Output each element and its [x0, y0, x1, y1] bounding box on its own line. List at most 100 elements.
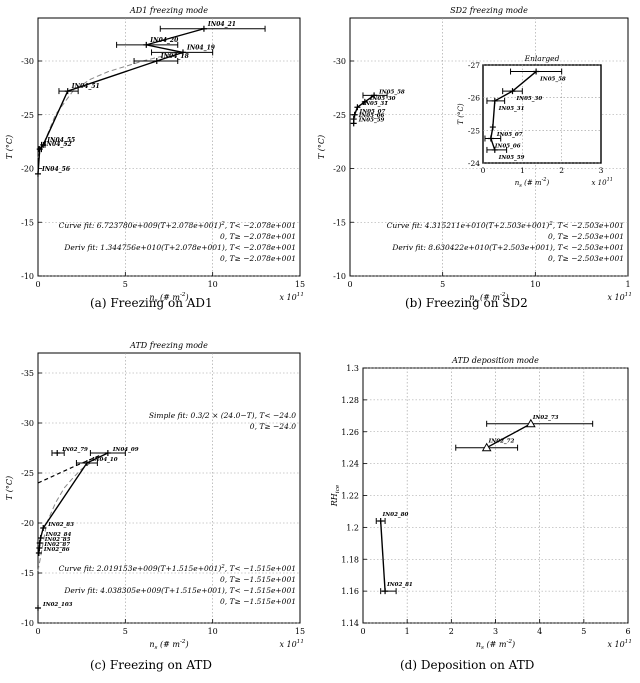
data-label: IN05_58 — [378, 89, 405, 95]
data-point — [179, 49, 186, 56]
x-tick-label: 0 — [35, 627, 40, 636]
fit-annotation: 0, T≥ −24.0 — [250, 422, 296, 431]
y-tick-label: -15 — [21, 218, 34, 227]
x-tick-label: 0 — [35, 280, 40, 289]
y-axis-label: T (°C) — [5, 476, 14, 500]
x-tick-label: 10 — [208, 627, 218, 636]
inset-title: Enlarged — [524, 54, 560, 63]
x-scale-label: x 1011 — [279, 292, 304, 302]
x-axis-label: ns (# m-2) — [149, 292, 188, 304]
y-tick-label: -15 — [21, 569, 34, 578]
y-tick-label: -20 — [333, 165, 346, 174]
fit-annotation: 0, T≥ −2.078e+001 — [220, 232, 296, 241]
chart-title: AD1 freezing mode — [129, 6, 208, 15]
data-point — [371, 92, 378, 99]
y-tick-label: -20 — [21, 165, 34, 174]
data-label: IN02_87 — [43, 542, 70, 548]
x-axis-label: ns (# m-2) — [149, 639, 188, 651]
data-point — [35, 605, 41, 611]
chart-panel-a: 0 5 10 15 -10 -15 -20 -25 -30 AD1 freezing mode ns… — [5, 6, 305, 304]
data-point — [40, 525, 47, 531]
x-tick-label: 2 — [449, 627, 454, 636]
chart-title: ATD freezing mode — [129, 341, 208, 350]
caption-c: (c) Freezing on ATD — [90, 658, 212, 672]
inset-data-point — [491, 97, 498, 104]
y-tick-label: -30 — [21, 57, 34, 66]
x-tick-label: 5 — [581, 627, 586, 636]
fit-annotation: 0, T≥ −1.515e+001 — [220, 575, 296, 584]
inset-y-tick-label: -26 — [468, 94, 480, 103]
inset-data-point — [489, 124, 496, 131]
data-point — [377, 518, 384, 524]
x-tick-label: 5 — [123, 627, 128, 636]
data-label: IN05_06 — [358, 113, 385, 119]
y-tick-label: -10 — [21, 619, 34, 628]
y-axis-label: RHice — [330, 484, 341, 507]
data-point — [153, 58, 160, 64]
data-label: IN02_80 — [382, 512, 409, 518]
data-label: IN02_86 — [43, 547, 70, 553]
inset-y-tick-label: -27 — [468, 61, 480, 70]
fit-annotation: Curve fit: 6.723780e+009(T+2.078e+001)2,… — [59, 221, 296, 230]
y-tick-label: 1.3 — [346, 364, 359, 373]
data-label: IN04_19 — [186, 44, 216, 51]
inset-series-line — [490, 70, 537, 151]
data-point — [37, 535, 44, 541]
y-tick-label: -25 — [333, 111, 346, 120]
data-label: IN02_81 — [386, 582, 413, 588]
data-point — [104, 450, 111, 456]
inset-x-scale-label: x 1011 — [592, 177, 614, 187]
x-tick-label: 6 — [625, 627, 630, 636]
inset-data-label: IN05_31 — [498, 106, 525, 112]
plot-frame — [349, 17, 629, 277]
x-axis-label: ns (# m-2) — [469, 292, 508, 304]
data-point — [525, 418, 536, 428]
x-tick-label: 15 — [295, 627, 305, 636]
y-tick-label: -35 — [21, 369, 34, 378]
y-tick-label: 1.26 — [341, 428, 359, 437]
inset-frame — [482, 64, 602, 164]
inset-data-point — [487, 135, 494, 142]
data-point — [382, 588, 389, 595]
data-label: IN02_73 — [532, 415, 559, 421]
data-point — [54, 450, 61, 456]
inset-data-point — [491, 146, 498, 153]
data-point — [35, 550, 42, 556]
data-point — [143, 41, 150, 48]
data-point — [350, 120, 357, 127]
inset-x-tick-label: 2 — [559, 166, 564, 175]
x-tick-label: 0 — [360, 627, 365, 636]
chart-title: SD2 freezing mode — [450, 6, 528, 15]
y-tick-label: 1.24 — [341, 460, 359, 469]
x-tick-label: 4 — [537, 627, 542, 636]
x-tick-label: 5 — [440, 280, 445, 289]
fit-annotation: 0, T≥ −2.078e+001 — [220, 254, 296, 263]
inset-data-point — [509, 88, 516, 95]
x-tick-label: 10 — [208, 280, 218, 289]
caption-d: (d) Deposition on ATD — [400, 658, 535, 672]
data-label: IN04_51 — [71, 83, 100, 90]
x-tick-label: 5 — [123, 280, 128, 289]
chart-panel-c: 0 5 10 15 -10 -15 -20 -25 -30 -35 ATD freezing mod… — [5, 341, 305, 651]
fit-annotation: Curve fit: 2.019153e+009(T+1.515e+001)2,… — [59, 564, 296, 573]
fit-annotation: 0, T≥ −1.515e+001 — [220, 597, 296, 606]
series-line — [379, 520, 386, 592]
data-point — [200, 25, 207, 32]
y-tick-label: -20 — [21, 519, 34, 528]
inset-x-tick-label: 3 — [599, 166, 604, 175]
y-tick-label: 1.28 — [341, 396, 359, 405]
x-tick-label: 3 — [493, 627, 498, 636]
y-tick-label: -30 — [333, 57, 346, 66]
series-line — [37, 28, 205, 174]
x-tick-label: 15 — [295, 280, 305, 289]
y-tick-label: 1.18 — [341, 555, 359, 564]
data-label: IN02_85 — [44, 537, 71, 543]
data-label: IN04_09 — [112, 447, 139, 453]
fit-annotation: Simple fit: 0.3/2 × (24.0−T), T< −24.0 — [149, 411, 296, 420]
chart-title: ATD deposition mode — [451, 356, 539, 365]
y-tick-label: 1.22 — [341, 492, 359, 501]
fit-annotation: Curve fit: 4.315211e+010(T+2.503e+001)2,… — [387, 221, 624, 230]
caption-b: (b) Freezing on SD2 — [405, 296, 528, 310]
x-axis-label: ns (# m-2) — [476, 639, 515, 651]
